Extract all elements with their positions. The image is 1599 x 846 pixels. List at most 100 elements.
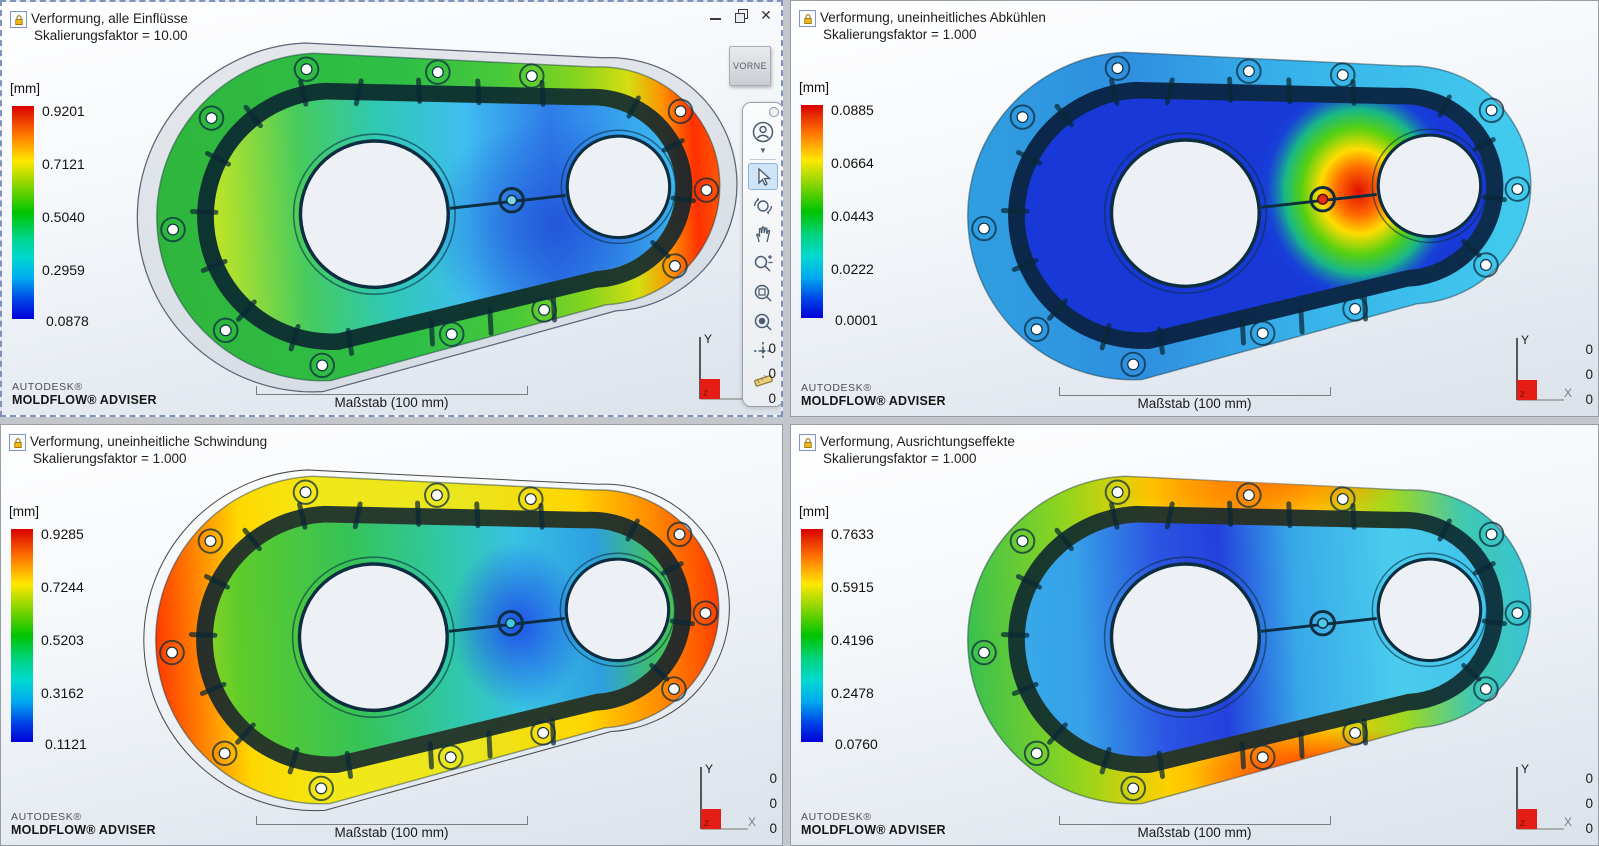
legend-value: 0.0443 <box>831 208 874 224</box>
legend-value: 0.5040 <box>42 209 85 225</box>
toolbar-close-icon[interactable] <box>769 107 779 117</box>
scale-bar-label: Maßstab (100 mm) <box>334 395 449 410</box>
scale-factor: Skalierungsfaktor = 1.000 <box>33 451 187 466</box>
minimize-icon[interactable] <box>709 9 723 22</box>
legend-value: 0.1121 <box>45 736 87 752</box>
part-3d-view[interactable] <box>130 10 780 410</box>
brand-line1: AUTODESK® <box>801 382 872 394</box>
svg-text:z: z <box>704 818 709 829</box>
rotation-readout: 0 0 0 <box>1585 771 1593 836</box>
part-3d-view[interactable] <box>129 433 779 833</box>
brand-logo: AUTODESK® MOLDFLOW® ADVISER <box>12 381 157 407</box>
center-tool-icon[interactable] <box>748 337 778 364</box>
part-3d-view[interactable] <box>941 433 1591 833</box>
zoom-window-tool-icon[interactable] <box>748 279 778 306</box>
result-title: Verformung, uneinheitliche Schwindung Sk… <box>30 433 267 467</box>
brand-line1: AUTODESK® <box>12 381 83 393</box>
viewport-cooling[interactable]: Verformung, uneinheitliches Abkühlen Ska… <box>790 0 1599 417</box>
lock-icon <box>799 434 816 451</box>
scale-bar-bracket <box>1058 387 1331 396</box>
brand-line2: MOLDFLOW® ADVISER <box>801 823 946 837</box>
viewport-shrinkage[interactable]: Verformung, uneinheitliche Schwindung Sk… <box>0 424 783 846</box>
scale-bar: Maßstab (100 mm) <box>255 816 528 840</box>
navigation-toolbar: ▼ <box>742 102 781 407</box>
legend-value: 0.5203 <box>41 632 84 648</box>
legend-value: 0.9201 <box>42 103 85 119</box>
svg-text:Y: Y <box>704 332 712 346</box>
svg-text:Y: Y <box>1521 762 1529 776</box>
legend-unit: [mm] <box>799 80 829 95</box>
lock-icon <box>9 434 26 451</box>
scale-bar-bracket <box>255 386 528 395</box>
scale-bar-label: Maßstab (100 mm) <box>1137 396 1252 411</box>
result-title: Verformung, alle Einflüsse Skalierungsfa… <box>31 10 188 44</box>
legend-value: 0.7244 <box>41 579 84 595</box>
scale-bar-bracket <box>1058 816 1331 825</box>
legend-value: 0.0885 <box>831 102 874 118</box>
result-name: Verformung, uneinheitliches Abkühlen <box>820 10 1046 25</box>
brand-logo: AUTODESK® MOLDFLOW® ADVISER <box>11 811 156 837</box>
result-title: Verformung, Ausrichtungseffekte Skalieru… <box>820 433 1015 467</box>
brand-logo: AUTODESK® MOLDFLOW® ADVISER <box>801 811 946 837</box>
rotation-readout: 0 0 0 <box>1585 342 1593 407</box>
legend-value: 0.5915 <box>831 579 874 595</box>
orbit-tool-icon[interactable] <box>748 192 778 219</box>
axis-triad: Y X z <box>1508 328 1572 408</box>
wheel-menu-dropdown-icon[interactable]: ▼ <box>759 146 767 155</box>
legend-unit: [mm] <box>10 81 40 96</box>
select-tool-icon[interactable] <box>748 163 778 190</box>
scale-bar-label: Maßstab (100 mm) <box>1137 825 1252 840</box>
legend-value: 0.0001 <box>835 312 878 328</box>
scale-factor: Skalierungsfaktor = 10.00 <box>34 28 188 43</box>
result-name: Verformung, uneinheitliche Schwindung <box>30 434 268 449</box>
legend-value: 0.7633 <box>831 526 874 542</box>
color-scale-bar <box>801 105 823 318</box>
legend-value: 0.0222 <box>831 261 874 277</box>
measure-tool-icon[interactable] <box>748 366 778 393</box>
full-navigation-wheel-icon[interactable] <box>748 118 778 145</box>
scale-bar-bracket <box>255 816 528 825</box>
brand-line2: MOLDFLOW® ADVISER <box>12 393 157 407</box>
brand-line1: AUTODESK® <box>801 811 872 823</box>
restore-icon[interactable] <box>734 9 748 23</box>
close-icon[interactable]: ✕ <box>760 7 772 23</box>
color-scale-bar <box>12 106 34 319</box>
axis-triad: Y X z <box>1508 757 1572 837</box>
brand-line1: AUTODESK® <box>11 811 82 823</box>
zoom-selected-tool-icon[interactable] <box>748 308 778 335</box>
svg-text:X: X <box>1564 386 1572 400</box>
svg-text:Y: Y <box>705 762 713 776</box>
lock-icon <box>799 10 816 27</box>
pan-tool-icon[interactable] <box>748 221 778 248</box>
viewport-all-effects[interactable]: Verformung, alle Einflüsse Skalierungsfa… <box>0 0 783 417</box>
legend-value: 0.2959 <box>42 262 85 278</box>
window-controls: ✕ <box>709 7 773 23</box>
svg-text:X: X <box>748 815 756 829</box>
brand-line2: MOLDFLOW® ADVISER <box>801 394 946 408</box>
zoom-tool-icon[interactable] <box>748 250 778 277</box>
legend-value: 0.0664 <box>831 155 874 171</box>
lock-icon <box>10 11 27 28</box>
legend-value: 0.3162 <box>41 685 84 701</box>
scale-bar: Maßstab (100 mm) <box>255 386 528 410</box>
legend-value: 0.2478 <box>831 685 874 701</box>
legend-unit: [mm] <box>9 504 39 519</box>
color-scale-bar <box>801 529 823 742</box>
legend-value: 0.4196 <box>831 632 874 648</box>
svg-text:z: z <box>1520 818 1525 829</box>
legend-value: 0.9285 <box>41 526 84 542</box>
viewport-orientation[interactable]: Verformung, Ausrichtungseffekte Skalieru… <box>790 424 1599 846</box>
svg-text:X: X <box>1564 815 1572 829</box>
result-name: Verformung, Ausrichtungseffekte <box>820 434 1015 449</box>
svg-text:z: z <box>703 388 708 399</box>
brand-logo: AUTODESK® MOLDFLOW® ADVISER <box>801 382 946 408</box>
legend-value: 0.0878 <box>46 313 89 329</box>
viewcube-front-face[interactable]: VORNE <box>729 46 771 86</box>
rotation-readout: 0 0 0 <box>769 771 777 836</box>
svg-text:z: z <box>1520 389 1525 400</box>
scale-bar-label: Maßstab (100 mm) <box>334 825 449 840</box>
part-3d-view[interactable] <box>941 9 1591 409</box>
legend-unit: [mm] <box>799 504 829 519</box>
axis-triad: Y X z <box>692 757 756 837</box>
